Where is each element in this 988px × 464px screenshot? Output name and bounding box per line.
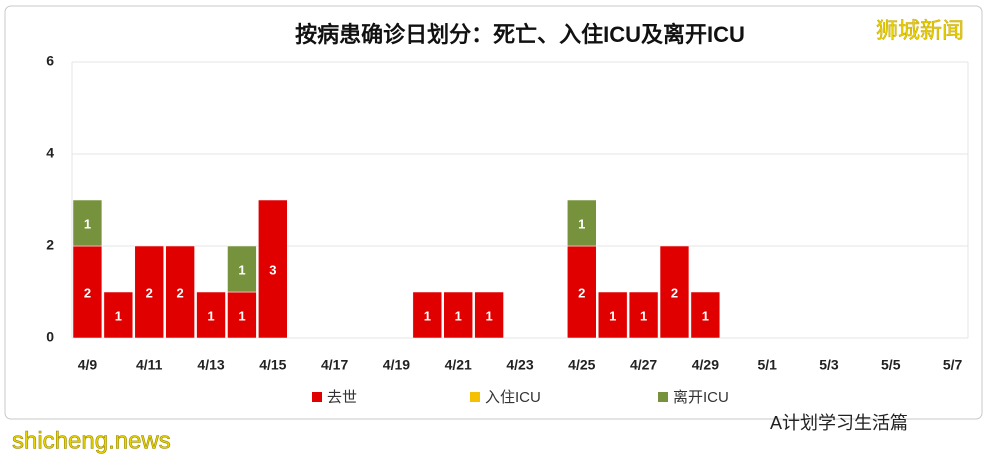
y-tick-label: 4 xyxy=(46,145,54,161)
bar-segment xyxy=(412,291,443,339)
data-label: 2 xyxy=(146,285,153,300)
x-tick-label: 4/25 xyxy=(568,357,595,373)
x-tick-label: 4/21 xyxy=(445,357,472,373)
x-tick-label: 4/9 xyxy=(78,357,98,373)
data-label: 2 xyxy=(177,285,184,300)
data-label: 1 xyxy=(115,308,122,323)
y-tick-label: 0 xyxy=(46,329,54,345)
x-tick-label: 4/29 xyxy=(692,357,719,373)
y-tick-label: 6 xyxy=(46,53,54,69)
data-label: 1 xyxy=(238,308,245,323)
x-tick-label: 4/19 xyxy=(383,357,410,373)
data-label: 1 xyxy=(640,308,647,323)
x-tick-label: 5/1 xyxy=(757,357,777,373)
bar-segment xyxy=(474,291,504,339)
watermark: A计划学习生活篇 xyxy=(770,413,908,433)
chart-title: 按病患确诊日划分：死亡、入住ICU及离开ICU xyxy=(295,22,745,47)
x-tick-label: 4/23 xyxy=(506,357,533,373)
x-tick-label: 4/17 xyxy=(321,357,348,373)
data-label: 2 xyxy=(578,285,585,300)
bar-segment xyxy=(567,245,597,339)
data-label: 2 xyxy=(671,285,678,300)
legend-swatch xyxy=(470,392,480,402)
data-label: 1 xyxy=(207,308,214,323)
bar-segment xyxy=(165,245,195,339)
data-label: 1 xyxy=(84,216,91,231)
bar-segment xyxy=(227,245,257,293)
x-tick-label: 4/13 xyxy=(197,357,224,373)
watermark: 狮城新闻 xyxy=(876,18,964,43)
legend-label: 离开ICU xyxy=(673,389,729,406)
data-label: 1 xyxy=(702,308,709,323)
data-label: 1 xyxy=(609,308,616,323)
bar-segment xyxy=(72,199,103,247)
x-tick-label: 5/5 xyxy=(881,357,901,373)
data-label: 1 xyxy=(485,308,492,323)
data-label: 3 xyxy=(269,262,276,277)
data-label: 1 xyxy=(578,216,585,231)
bar-segment xyxy=(258,199,288,339)
legend-label: 去世 xyxy=(327,389,357,406)
x-tick-label: 4/15 xyxy=(259,357,286,373)
x-tick-label: 5/7 xyxy=(943,357,963,373)
bar-segment xyxy=(72,245,103,339)
bar-segment xyxy=(690,291,721,339)
bar-segment xyxy=(567,199,597,247)
y-tick-label: 2 xyxy=(46,237,54,253)
bar-segment xyxy=(196,291,226,339)
data-label: 1 xyxy=(238,262,245,277)
bar-segment xyxy=(659,245,690,339)
bar-segment xyxy=(134,245,164,339)
data-label: 1 xyxy=(424,308,431,323)
watermark: shicheng.news xyxy=(12,427,171,454)
data-label: 2 xyxy=(84,285,91,300)
x-tick-label: 4/11 xyxy=(136,357,163,373)
legend-label: 入住ICU xyxy=(485,389,541,406)
data-label: 1 xyxy=(455,308,462,323)
bar-segment xyxy=(443,291,473,339)
x-tick-label: 5/3 xyxy=(819,357,839,373)
x-tick-label: 4/27 xyxy=(630,357,657,373)
legend-swatch xyxy=(312,392,322,402)
bar-segment xyxy=(628,291,659,339)
bar-segment xyxy=(103,291,134,339)
legend-swatch xyxy=(658,392,668,402)
bar-segment xyxy=(597,291,628,339)
